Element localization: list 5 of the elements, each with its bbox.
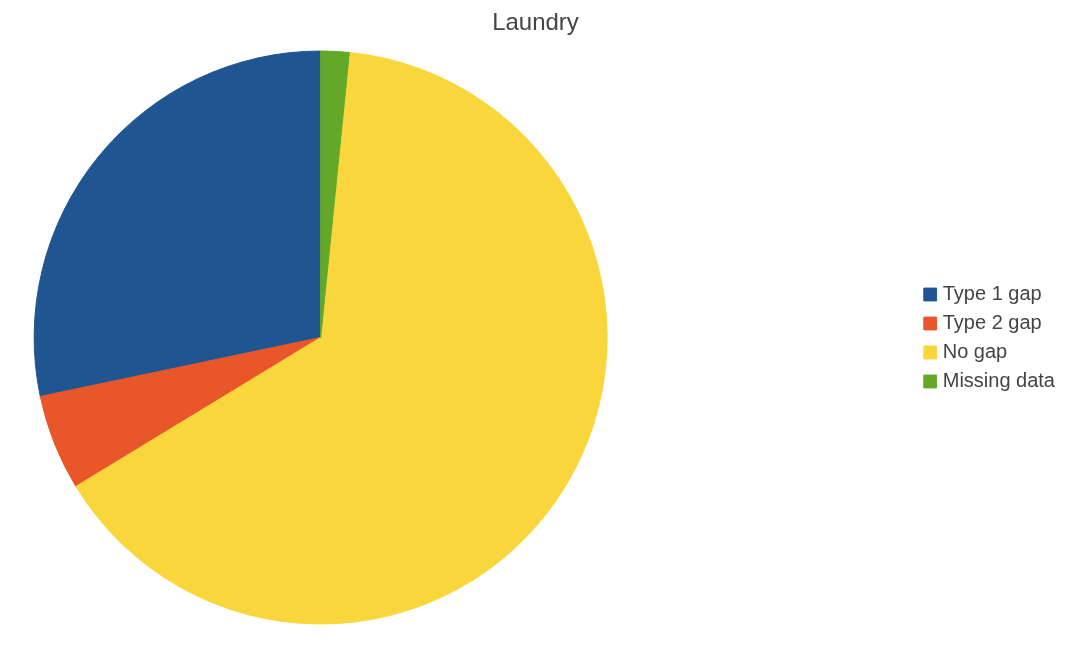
legend-label: No gap bbox=[942, 340, 1008, 363]
legend-label: Type 1 gap bbox=[942, 282, 1042, 305]
legend-label: Type 2 gap bbox=[942, 311, 1042, 334]
legend-label: Missing data bbox=[942, 369, 1055, 392]
chart-title: Laundry bbox=[492, 7, 579, 35]
